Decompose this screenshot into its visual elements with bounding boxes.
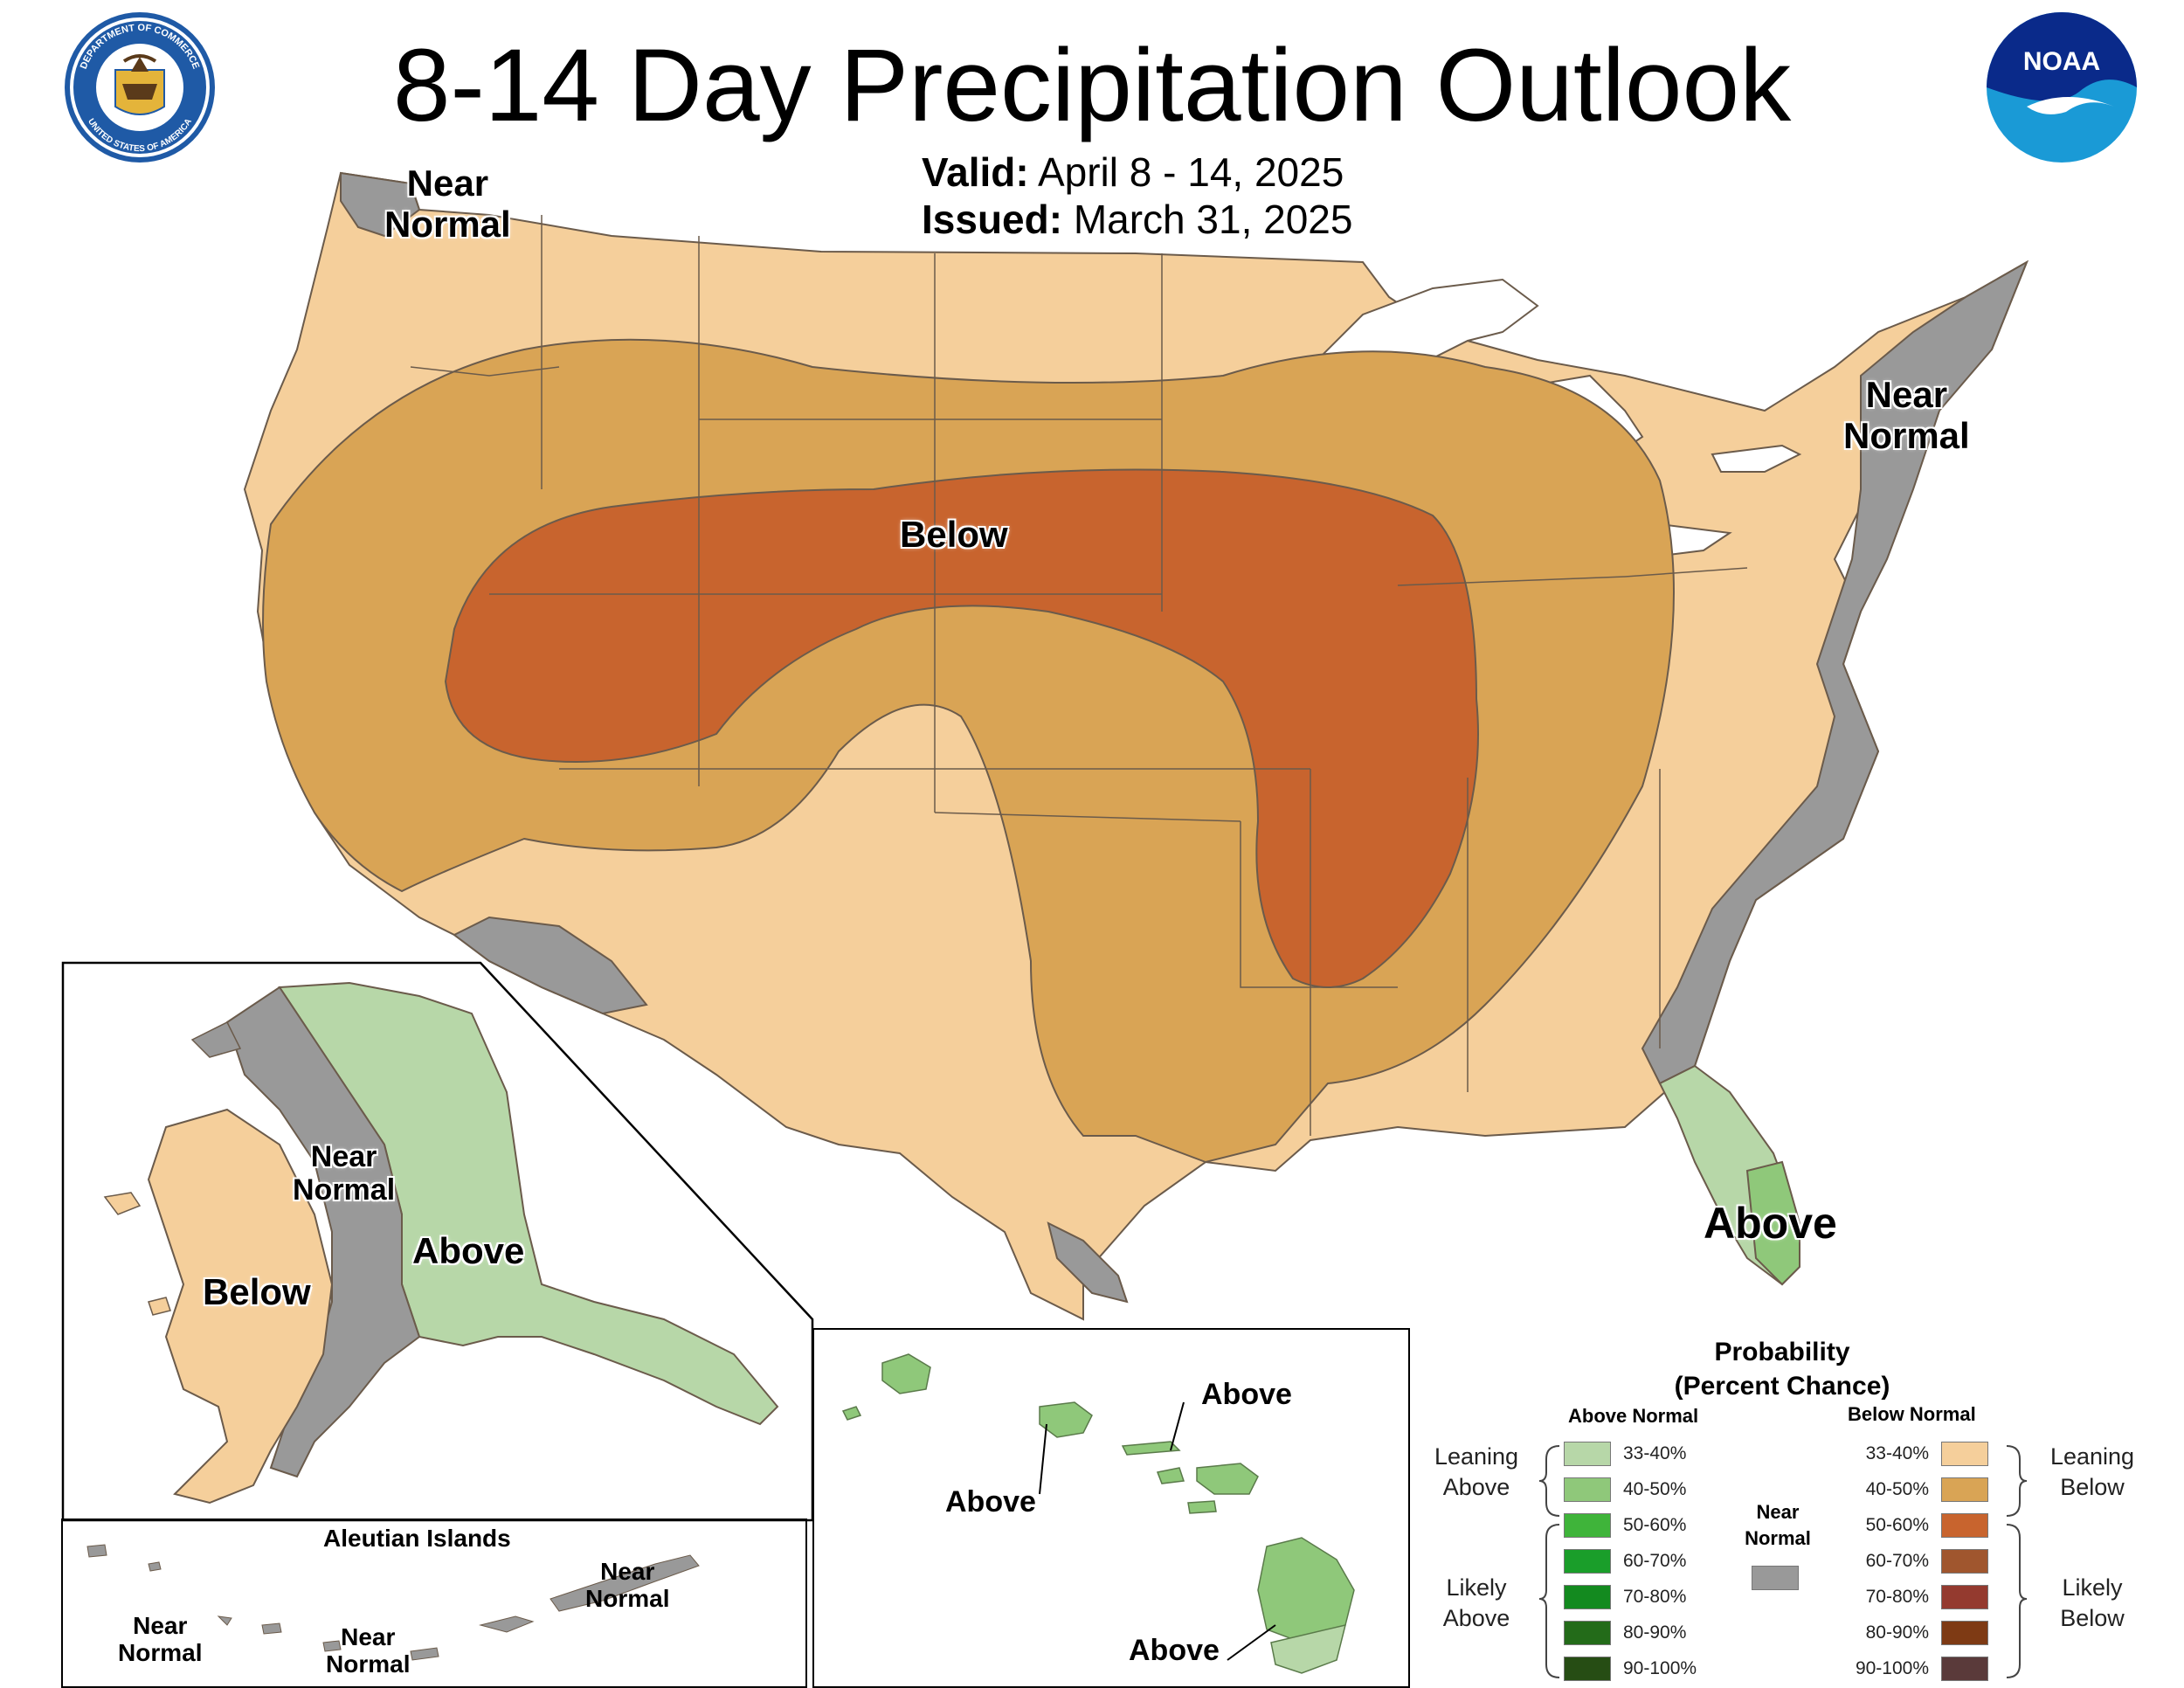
legend-likely-below: Likely Below [2060,1574,2125,1632]
legend-swatch [1941,1442,1988,1466]
legend-title: Probability (Percent Chance) [1674,1338,1890,1401]
label-hawaii-upper: Above [1201,1378,1292,1411]
legend-row: 80-90% [1564,1621,1738,1645]
valid-label: Valid: [922,149,1029,195]
legend-row: 90-100% [1564,1657,1738,1681]
hawaii-islands-map [841,1353,1355,1674]
noaa-logo-text: NOAA [2023,47,2100,76]
legend-swatch [1941,1585,1988,1609]
legend-swatch [1564,1585,1611,1609]
state-borders [410,215,1748,1136]
legend-swatch [1564,1477,1611,1502]
label-aleutian-middle: Near Normal [326,1623,411,1678]
legend-near-normal-swatch [1752,1566,1799,1590]
legend-range-label: 80-90% [1623,1622,1687,1643]
hawaii-inset [812,1328,1410,1688]
legend-range-label: 70-80% [1623,1587,1687,1607]
label-alaska-above: Above [412,1230,525,1271]
legend-swatch [1941,1657,1988,1681]
legend-row: 40-50% [1850,1477,2025,1502]
legend-brace-below [2006,1445,2028,1678]
legend-range-label: 60-70% [1865,1551,1929,1571]
legend-above-header: Above Normal [1568,1405,1699,1427]
legend-leaning-above: Leaning Above [1434,1443,1519,1501]
issued-value: March 31, 2025 [1073,197,1353,242]
legend-swatch [1941,1477,1988,1502]
label-below-center: Below [900,514,1008,555]
legend-row: 80-90% [1850,1621,2025,1645]
legend-swatch [1564,1657,1611,1681]
legend-leaning-below: Leaning Below [2049,1443,2135,1501]
department-of-commerce-seal-icon: DEPARTMENT OF COMMERCE UNITED STATES OF … [65,12,215,163]
label-alaska-below: Below [203,1271,311,1312]
legend-swatch [1564,1621,1611,1645]
legend-range-label: 90-100% [1855,1658,1929,1678]
legend-row: 60-70% [1564,1549,1738,1574]
label-near-normal-nw: Near Normal [384,163,511,246]
alaska-inset [61,961,814,1522]
region-near-normal-east [1641,259,2028,1085]
label-hawaii-oahu: Above [945,1485,1036,1519]
legend-row: 90-100% [1850,1657,2025,1681]
legend-row: 33-40% [1850,1442,2025,1466]
legend-row: 40-50% [1564,1477,1738,1502]
legend-near-normal: Near Normal [1745,1501,1811,1549]
label-above-florida: Above [1704,1199,1837,1248]
legend-swatch [1941,1513,1988,1538]
legend-swatch [1564,1513,1611,1538]
region-near-normal-sw [453,916,648,1015]
legend-range-label: 50-60% [1865,1515,1929,1535]
label-alaska-near-normal: Near Normal [293,1140,396,1207]
legend-range-label: 40-50% [1623,1479,1687,1499]
issued-label: Issued: [922,197,1063,242]
region-near-normal-nw [340,171,421,238]
legend-swatch [1564,1442,1611,1466]
legend-swatch [1941,1549,1988,1574]
legend-likely-above: Likely Above [1442,1574,1510,1632]
aleutian-islands-map [86,1544,700,1661]
label-aleutian-east: Near Normal [585,1558,670,1613]
aleutian-inset [61,1519,807,1688]
legend-swatch [1564,1549,1611,1574]
legend-range-label: 40-50% [1865,1479,1929,1499]
legend-range-label: 70-80% [1865,1587,1929,1607]
legend-swatch [1941,1621,1988,1645]
legend-row: 60-70% [1850,1549,2025,1574]
legend-row: 50-60% [1564,1513,1738,1538]
label-near-normal-ne: Near Normal [1843,374,1970,457]
valid-dates: Valid: April 8 - 14, 2025 [922,149,1344,196]
legend-row: 33-40% [1564,1442,1738,1466]
legend-range-label: 33-40% [1623,1443,1687,1463]
valid-value: April 8 - 14, 2025 [1037,149,1344,195]
legend-row: 70-80% [1850,1585,2025,1609]
issued-date: Issued: March 31, 2025 [922,196,1352,243]
region-near-normal-tx [1047,1221,1129,1304]
region-above-40-50-fl [1745,1160,1800,1286]
legend-brace-above [1538,1445,1560,1678]
label-hawaii-big-island: Above [1129,1634,1220,1667]
aleutian-title: Aleutian Islands [323,1525,511,1552]
map-title: 8-14 Day Precipitation Outlook [392,28,1792,143]
noaa-logo-icon: NOAA [1987,12,2137,163]
legend-row: 70-80% [1564,1585,1738,1609]
label-aleutian-west: Near Normal [118,1612,203,1667]
legend-below-header: Below Normal [1848,1403,1976,1425]
legend-range-label: 90-100% [1623,1658,1697,1678]
legend-row: 50-60% [1850,1513,2025,1538]
legend-range-label: 60-70% [1623,1551,1687,1571]
legend-range-label: 80-90% [1865,1622,1929,1643]
legend-range-label: 33-40% [1865,1443,1929,1463]
region-below-50-60 [444,468,1479,988]
legend-range-label: 50-60% [1623,1515,1687,1535]
